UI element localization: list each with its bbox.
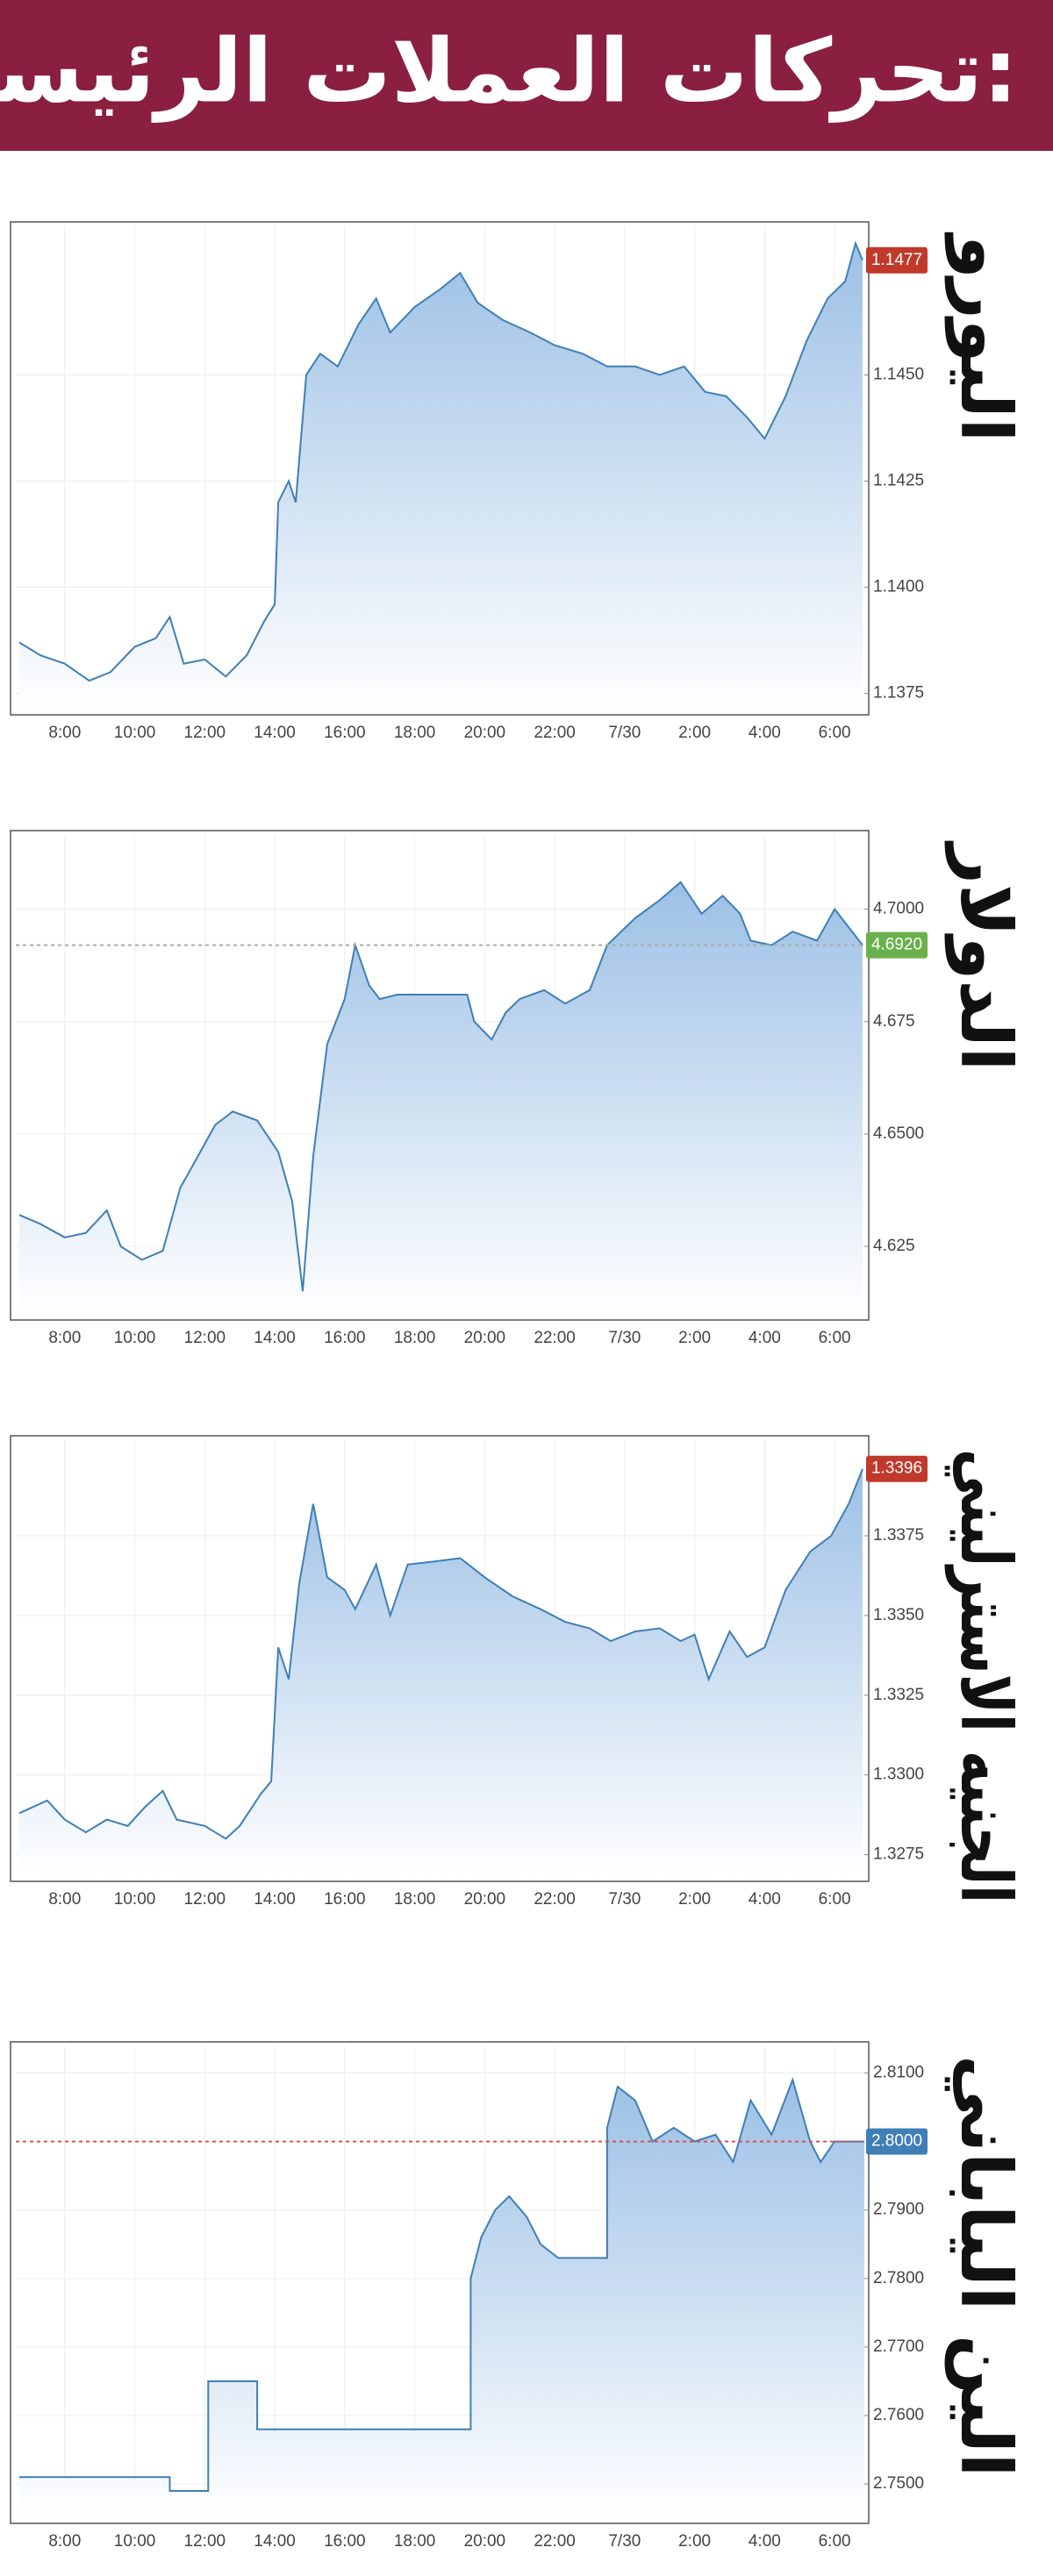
y-tick-label: 1.3350 [873,1606,924,1624]
area-fill [19,1468,863,1877]
x-tick-label: 2:00 [678,724,711,742]
price-line [18,1468,863,1840]
x-tick-label: 18:00 [394,1890,436,1909]
y-tick-label: 4.675 [873,1012,915,1031]
x-tick-label: 12:00 [184,1329,226,1347]
header-band [0,0,1053,151]
x-tick-label: 12:00 [184,724,226,742]
x-tick-label: 20:00 [464,1329,506,1347]
x-tick-label: 6:00 [819,1329,851,1347]
y-tick-label: 1.3275 [873,1845,924,1864]
x-tick-label: 7/30 [608,1329,641,1347]
price-line [18,881,863,1292]
x-tick-label: 18:00 [394,2532,436,2551]
x-tick-label: 4:00 [749,1890,781,1909]
y-tick-label: 2.7500 [873,2474,924,2493]
x-tick-label: 16:00 [324,1329,366,1347]
price-line [19,2077,864,2492]
x-tick-label: 7/30 [608,2532,641,2551]
x-tick-label: 4:00 [749,2532,781,2551]
area-fill [19,2080,864,2519]
x-tick-label: 6:00 [819,1890,851,1909]
y-tick-label: 2.7800 [873,2269,924,2287]
x-tick-label: 14:00 [254,1329,296,1347]
x-tick-label: 4:00 [749,724,781,742]
y-tick-label: 2.7700 [873,2337,924,2356]
x-tick-label: 16:00 [324,2532,366,2551]
x-tick-label: 2:00 [678,1890,711,1909]
area-fill [19,881,863,1316]
x-tick-label: 12:00 [184,2532,226,2551]
x-tick-label: 22:00 [534,1329,576,1347]
header-title: تحركات العملات الرئيسة: [0,19,1018,123]
y-tick-label: 4.6500 [873,1124,924,1143]
current-badge [866,246,928,274]
y-tick-label: 4.625 [873,1237,915,1255]
x-tick-label: 22:00 [534,1890,576,1909]
x-tick-label: 18:00 [394,1329,436,1347]
x-tick-label: 2:00 [678,1329,711,1347]
current-badge [866,931,928,959]
chart-title: الين الياباني [944,2055,1027,2477]
y-tick-label: 1.1450 [873,365,924,383]
x-tick-label: 8:00 [48,1890,81,1909]
y-tick-label: 1.1400 [873,578,924,596]
x-tick-label: 2:00 [678,2532,711,2551]
x-tick-label: 14:00 [254,2532,296,2551]
x-tick-label: 20:00 [464,1890,506,1909]
x-tick-label: 10:00 [114,1329,156,1347]
x-tick-label: 20:00 [464,2532,506,2551]
area-fill [19,243,863,710]
y-tick-label: 1.3375 [873,1526,924,1545]
x-tick-label: 22:00 [534,724,576,742]
y-tick-label: 1.3300 [873,1766,924,1784]
chart-title: الجنيه الاسترليني [944,1449,1027,1903]
y-tick-label: 4.7000 [873,900,924,918]
current-badge [866,2128,928,2155]
x-tick-label: 8:00 [48,2532,81,2551]
y-tick-label: 1.3325 [873,1686,924,1704]
x-tick-label: 22:00 [534,2532,576,2551]
current-label: 1.3396 [871,1459,922,1478]
chart-title: اليورو [944,232,1027,442]
current-label: 2.8000 [871,2132,922,2151]
x-tick-label: 14:00 [254,724,296,742]
current-label: 1.1477 [871,251,922,269]
y-tick-label: 1.1425 [873,472,924,490]
x-tick-label: 8:00 [48,724,81,742]
x-tick-label: 12:00 [184,1890,226,1909]
y-tick-label: 2.8100 [873,2063,924,2081]
x-tick-label: 10:00 [114,1890,156,1909]
x-tick-label: 10:00 [114,724,156,742]
x-tick-label: 18:00 [394,724,436,742]
current-badge [866,1455,928,1482]
x-tick-label: 7/30 [608,724,641,742]
x-tick-label: 14:00 [254,1890,296,1909]
chart-title: الدولار [944,840,1027,1071]
x-tick-label: 6:00 [819,724,851,742]
x-tick-label: 10:00 [114,2532,156,2551]
y-tick-label: 1.1375 [873,684,924,703]
x-tick-label: 16:00 [324,724,366,742]
x-tick-label: 20:00 [464,724,506,742]
price-line [18,240,863,682]
y-tick-label: 2.7600 [873,2406,924,2424]
x-tick-label: 8:00 [48,1329,81,1347]
x-tick-label: 4:00 [749,1329,781,1347]
x-tick-label: 16:00 [324,1890,366,1909]
x-tick-label: 6:00 [819,2532,851,2551]
y-tick-label: 2.7900 [873,2201,924,2219]
current-label: 4.6920 [871,936,922,954]
x-tick-label: 7/30 [608,1890,641,1909]
